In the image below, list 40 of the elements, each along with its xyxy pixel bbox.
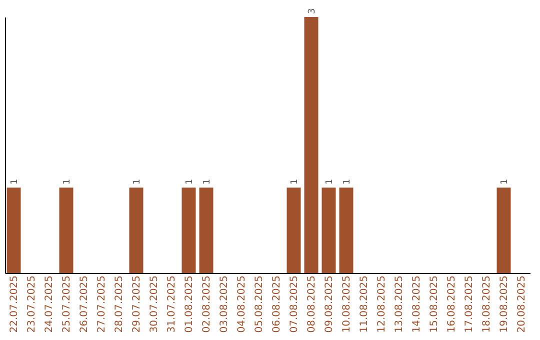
data-label: 1 xyxy=(202,178,212,185)
x-tick-label: 16.08.2025 xyxy=(446,276,458,333)
data-label: 1 xyxy=(500,178,510,185)
data-label: 1 xyxy=(62,178,72,185)
x-tick-label: 17.08.2025 xyxy=(464,276,475,333)
x-tick-label: 24.07.2025 xyxy=(44,276,55,333)
x-tick-label: 28.07.2025 xyxy=(114,276,125,333)
x-tick-label: 23.07.2025 xyxy=(26,276,38,333)
x-tick-label: 06.08.2025 xyxy=(271,276,282,333)
x-tick-label: 14.08.2025 xyxy=(411,276,422,333)
x-tick-label: 03.08.2025 xyxy=(218,276,230,333)
x-tick-label: 08.08.2025 xyxy=(306,276,318,333)
data-label: 1 xyxy=(184,178,195,185)
x-tick-label: 15.08.2025 xyxy=(428,276,440,333)
x-tick-label: 07.08.2025 xyxy=(288,276,300,333)
x-tick-label: 09.08.2025 xyxy=(324,276,335,333)
data-label: 1 xyxy=(324,178,335,185)
x-tick-label: 27.07.2025 xyxy=(96,276,108,333)
x-tick-label: 05.08.2025 xyxy=(254,276,265,333)
x-tick-label: 04.08.2025 xyxy=(236,276,248,333)
x-tick-label: 10.08.2025 xyxy=(341,276,352,333)
x-tick-label: 01.08.2025 xyxy=(184,276,195,333)
x-tick-label: 11.08.2025 xyxy=(358,276,370,333)
x-tick-label: 19.08.2025 xyxy=(498,276,510,333)
data-label: 1 xyxy=(342,178,352,185)
data-label: 1 xyxy=(10,178,20,185)
x-tick-label: 22.07.2025 xyxy=(8,276,20,333)
x-tick-label: 12.08.2025 xyxy=(376,276,388,333)
x-tick-label: 02.08.2025 xyxy=(201,276,212,333)
x-tick-label: 18.08.2025 xyxy=(481,276,492,333)
data-label: 3 xyxy=(307,8,318,14)
x-tick-label: 29.07.2025 xyxy=(131,276,142,333)
x-tick-label: 31.07.2025 xyxy=(166,276,178,333)
x-tick-label: 30.07.2025 xyxy=(148,276,160,333)
data-label: 1 xyxy=(132,178,142,185)
x-tick-label: 26.07.2025 xyxy=(78,276,90,333)
x-tick-label: 13.08.2025 xyxy=(394,276,405,333)
x-tick-label: 20.08.2025 xyxy=(516,276,528,333)
data-label: 1 xyxy=(290,178,300,185)
x-tick-label: 25.07.2025 xyxy=(61,276,72,333)
